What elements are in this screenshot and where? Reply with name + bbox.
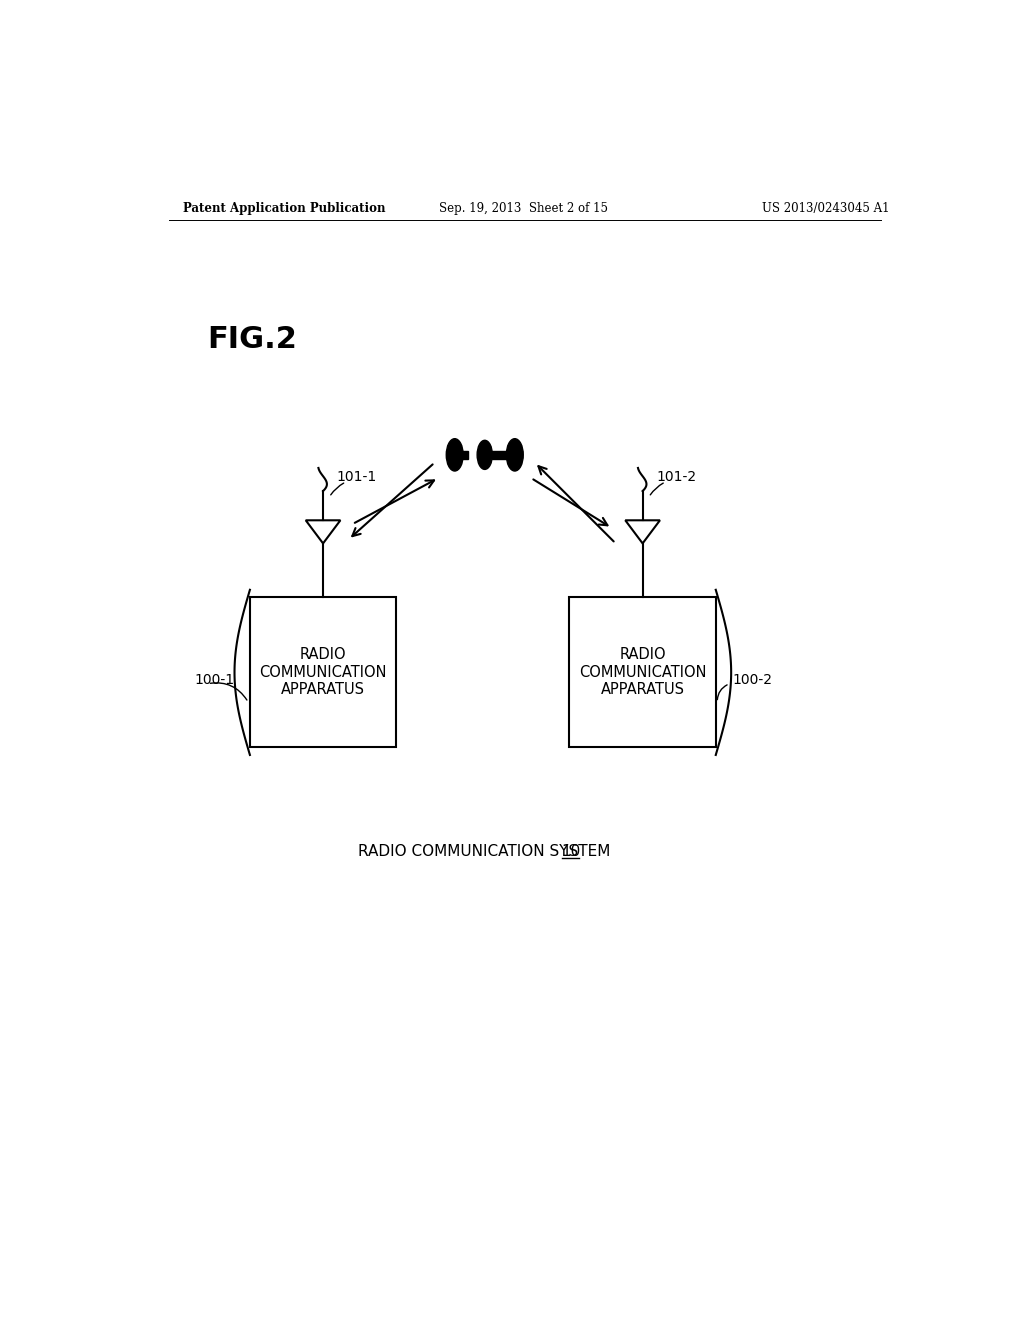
Text: RADIO
COMMUNICATION
APPARATUS: RADIO COMMUNICATION APPARATUS [259,648,387,697]
Text: 10: 10 [562,843,581,859]
Text: US 2013/0243045 A1: US 2013/0243045 A1 [762,202,890,215]
Text: RADIO
COMMUNICATION
APPARATUS: RADIO COMMUNICATION APPARATUS [579,648,707,697]
Text: 101-1: 101-1 [337,470,377,484]
Ellipse shape [446,438,463,471]
Bar [455,451,468,459]
Text: 100-1: 100-1 [195,673,234,686]
Polygon shape [626,520,659,544]
Text: Sep. 19, 2013  Sheet 2 of 15: Sep. 19, 2013 Sheet 2 of 15 [438,202,607,215]
Bar [569,597,716,747]
Ellipse shape [506,438,523,471]
Text: FIG.2: FIG.2 [208,325,297,354]
Text: 100-2: 100-2 [733,673,773,686]
Bar [493,451,507,459]
Text: 101-2: 101-2 [656,470,696,484]
Text: RADIO COMMUNICATION SYSTEM: RADIO COMMUNICATION SYSTEM [357,843,610,859]
Text: Patent Application Publication: Patent Application Publication [183,202,385,215]
Bar [250,597,396,747]
Polygon shape [306,520,340,544]
Ellipse shape [477,441,493,470]
